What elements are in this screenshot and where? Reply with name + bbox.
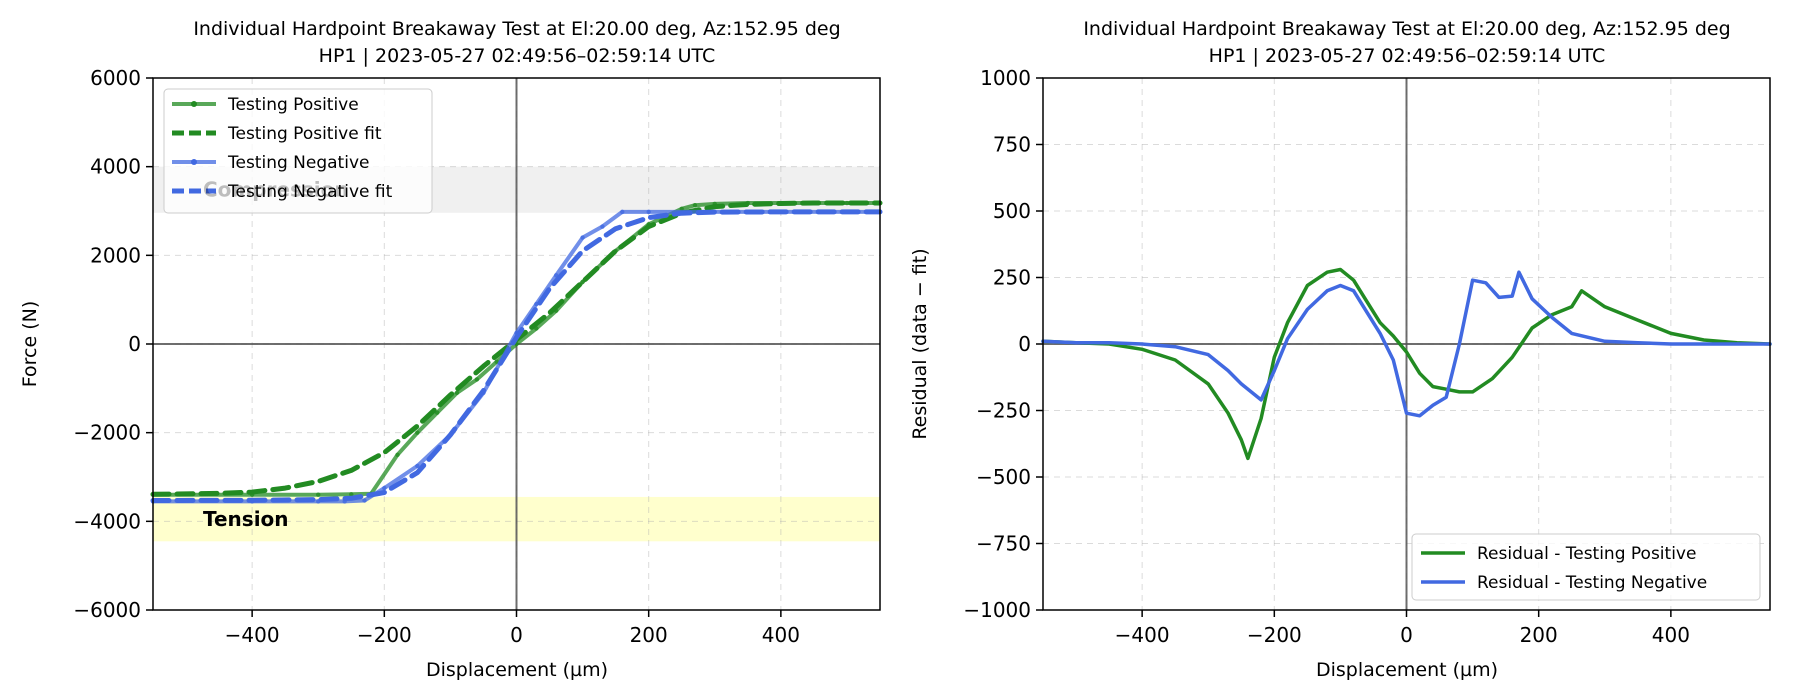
legend-marker: [191, 101, 197, 107]
y-tick-label: −750: [976, 532, 1031, 556]
left-y-axis-label: Force (N): [19, 301, 41, 387]
series-point: [395, 452, 400, 458]
series-line-residual-testing-negative: [1041, 270, 1772, 418]
series-line-testing-positive-fit: [150, 200, 883, 497]
x-tick-label: 0: [510, 623, 523, 647]
left-legend-box: [163, 88, 433, 214]
series-point: [362, 498, 367, 503]
right-series: [1041, 267, 1772, 461]
right-chart-subtitle: HP1 | 2023-05-27 02:49:56–02:59:14 UTC: [1209, 45, 1606, 67]
y-tick-label: −2000: [73, 421, 141, 445]
series-point: [382, 485, 387, 491]
series-point: [692, 203, 698, 208]
y-tick-label: −250: [976, 399, 1031, 423]
series-point: [679, 206, 684, 211]
y-tick-label: 0: [1018, 332, 1031, 356]
y-tick-label: −500: [976, 465, 1031, 489]
x-tick-label: 400: [762, 623, 800, 647]
series-point: [600, 224, 605, 229]
x-tick-label: −200: [1247, 623, 1302, 647]
y-tick-label: 500: [993, 199, 1031, 223]
series-point: [454, 390, 460, 395]
right-legend-box: [1411, 533, 1761, 601]
series-point: [415, 430, 420, 435]
right-chart-title: Individual Hardpoint Breakaway Test at E…: [1083, 18, 1730, 40]
left-chart-panel: Individual Hardpoint Breakaway Test at E…: [19, 18, 883, 681]
y-tick-label: −6000: [73, 598, 141, 622]
left-chart-title: Individual Hardpoint Breakaway Test at E…: [193, 18, 840, 40]
y-tick-label: 4000: [90, 155, 141, 179]
left-x-axis-label: Displacement (µm): [426, 659, 608, 681]
left-series: [150, 200, 883, 504]
legend-label: Testing Negative: [227, 153, 369, 173]
series-point: [620, 209, 625, 215]
series-point: [646, 209, 651, 215]
x-tick-label: −200: [357, 623, 412, 647]
compression-band-label: Compression: [203, 178, 349, 202]
tension-band-label: Tension: [203, 507, 289, 531]
legend-label: Testing Positive fit: [227, 124, 382, 144]
series-point: [474, 377, 480, 382]
right-legend: Residual - Testing Positive Residual - Te…: [1411, 533, 1761, 601]
y-tick-label: 1000: [980, 66, 1031, 90]
series-point: [580, 235, 585, 240]
x-tick-label: −400: [225, 623, 280, 647]
y-tick-label: 250: [993, 266, 1031, 290]
series-point: [844, 200, 850, 206]
y-tick-label: −1000: [963, 598, 1031, 622]
x-tick-label: 200: [630, 623, 668, 647]
y-tick-label: 0: [128, 332, 141, 356]
right-y-axis-label: Residual (data − fit): [909, 248, 931, 439]
series-point: [316, 492, 321, 497]
legend-label: Residual - Testing Positive: [1477, 544, 1696, 564]
x-tick-label: 0: [1400, 623, 1413, 647]
y-tick-label: 6000: [90, 66, 141, 90]
right-x-axis-label: Displacement (µm): [1316, 659, 1498, 681]
left-ticks: −400 −200 0 200 400−6000−4000−20000200040006…: [73, 66, 800, 647]
series-point: [349, 492, 354, 497]
left-chart-subtitle: HP1 | 2023-05-27 02:49:56–02:59:14 UTC: [319, 45, 716, 67]
y-tick-label: 750: [993, 133, 1031, 157]
left-legend: Testing Positive Testing Positive fit Test…: [163, 88, 433, 214]
legend-label: Residual - Testing Negative: [1477, 573, 1707, 593]
y-tick-label: −4000: [73, 509, 141, 533]
y-tick-label: 2000: [90, 243, 141, 267]
x-tick-label: 200: [1520, 623, 1558, 647]
x-tick-label: 400: [1652, 623, 1690, 647]
right-chart-panel: Individual Hardpoint Breakaway Test at E…: [909, 18, 1772, 681]
series-line-testing-negative-fit: [150, 209, 883, 503]
series-line-residual-testing-positive: [1041, 267, 1772, 461]
legend-label: Testing Negative fit: [227, 182, 393, 202]
legend-label: Testing Positive: [227, 95, 359, 115]
x-tick-label: −400: [1115, 623, 1170, 647]
right-ticks: −400 −200 0 200 400 −1000 −750 −500 −250 0 250 500 7…: [963, 66, 1690, 647]
legend-marker: [191, 159, 197, 165]
series-point: [415, 463, 420, 469]
